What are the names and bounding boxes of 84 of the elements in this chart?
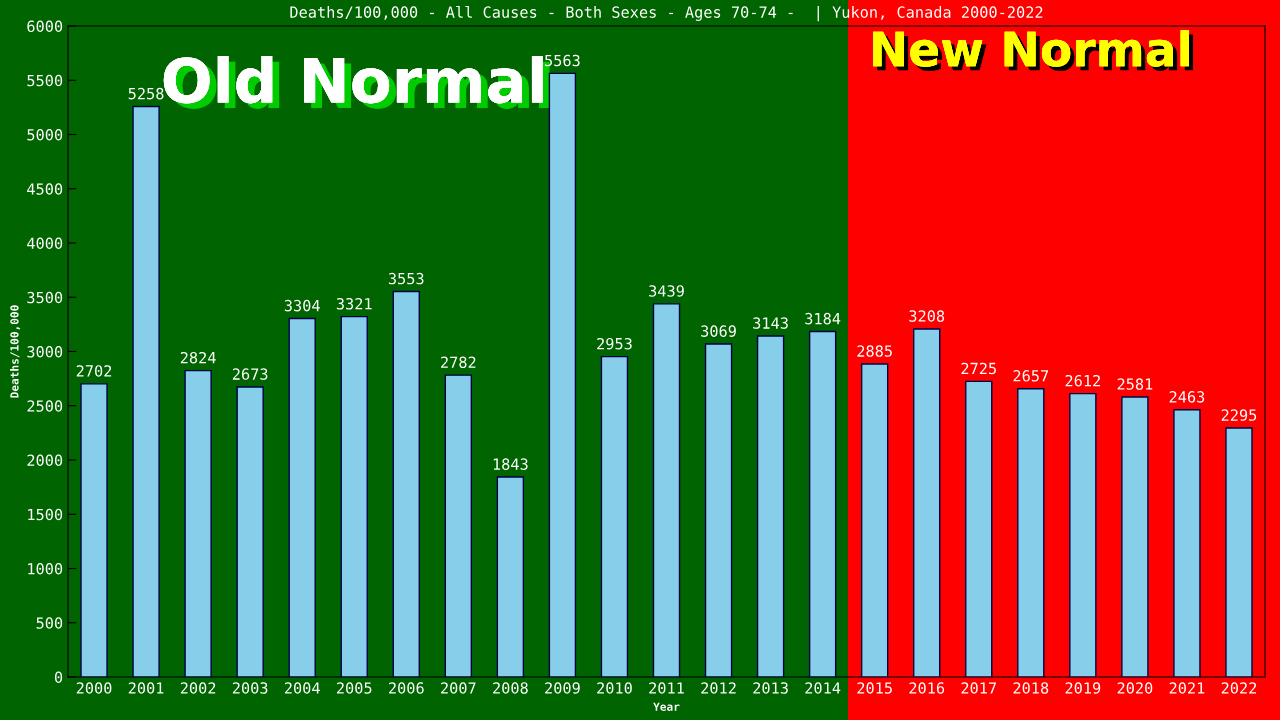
x-tick-label: 2012 xyxy=(701,682,736,694)
bar xyxy=(80,383,108,677)
x-tick-label: 2017 xyxy=(961,682,997,694)
x-tick-label: 2021 xyxy=(1169,682,1205,694)
x-tick-label: 2000 xyxy=(76,682,112,694)
y-tick-label: 3500 xyxy=(27,291,63,304)
y-tick-label: 1500 xyxy=(28,508,63,521)
data-label: 2581 xyxy=(1117,378,1153,390)
data-label: 3321 xyxy=(336,297,372,310)
bar xyxy=(236,386,264,677)
data-label: 2612 xyxy=(1065,374,1100,387)
bar xyxy=(860,363,889,677)
data-label: 3553 xyxy=(388,272,424,285)
data-label: 2702 xyxy=(76,365,112,377)
bar xyxy=(1121,396,1149,677)
y-tick-label: 3000 xyxy=(27,346,63,358)
x-tick-label: 2011 xyxy=(649,682,684,694)
x-tick-label: 2005 xyxy=(336,682,372,694)
x-tick-label: 2022 xyxy=(1221,682,1257,694)
x-tick-label: 2020 xyxy=(1117,682,1153,694)
x-tick-label: 2004 xyxy=(284,682,320,694)
y-tick-label: 0 xyxy=(54,671,63,684)
y-tick-label: 2000 xyxy=(27,454,63,467)
band-label: New Normal xyxy=(873,30,1194,71)
data-label: 1843 xyxy=(493,458,528,470)
bar xyxy=(913,328,941,677)
data-label: 2824 xyxy=(180,351,216,364)
data-label: 3143 xyxy=(753,317,788,329)
bar xyxy=(444,374,473,677)
bar xyxy=(288,317,316,677)
bar xyxy=(704,343,733,677)
data-label: 2885 xyxy=(857,345,892,357)
x-tick-label: 2014 xyxy=(805,682,841,694)
x-tick-label: 2016 xyxy=(909,682,945,694)
bar xyxy=(808,330,837,677)
data-label: 2673 xyxy=(232,368,268,380)
bar xyxy=(548,72,577,677)
data-label: 5258 xyxy=(128,87,164,100)
x-tick-label: 2003 xyxy=(232,682,268,694)
bar xyxy=(392,290,420,677)
bar xyxy=(132,105,160,677)
y-axis-title: Deaths/100,000 xyxy=(10,305,21,398)
bar xyxy=(1069,392,1097,677)
x-tick-label: 2009 xyxy=(545,682,580,694)
bar xyxy=(965,380,993,677)
bar xyxy=(600,355,629,677)
x-tick-label: 2010 xyxy=(597,682,632,694)
data-label: 3208 xyxy=(909,310,945,322)
bar xyxy=(496,476,525,677)
data-label: 2725 xyxy=(961,362,996,375)
bar xyxy=(184,369,212,677)
x-tick-label: 2006 xyxy=(389,682,424,694)
y-tick-label: 5500 xyxy=(27,74,63,87)
bar xyxy=(1173,409,1201,677)
x-tick-label: 2013 xyxy=(753,682,788,694)
x-tick-label: 2007 xyxy=(441,682,476,694)
y-tick-label: 5000 xyxy=(27,129,63,141)
bar xyxy=(1017,388,1045,677)
bar xyxy=(1225,427,1253,677)
x-tick-label: 2018 xyxy=(1013,682,1049,694)
data-label: 3184 xyxy=(805,312,841,325)
data-label: 3439 xyxy=(649,285,684,297)
y-tick-label: 500 xyxy=(36,617,63,629)
data-label: 2953 xyxy=(597,337,632,350)
x-axis-title: Year xyxy=(653,702,680,711)
data-label: 2295 xyxy=(1221,409,1257,421)
bar xyxy=(340,315,368,677)
y-tick-label: 2500 xyxy=(27,400,63,412)
data-label: 3069 xyxy=(701,325,736,337)
bar xyxy=(652,303,681,677)
data-label: 2782 xyxy=(441,356,476,369)
x-tick-label: 2008 xyxy=(493,682,528,694)
x-tick-label: 2019 xyxy=(1065,682,1101,694)
data-label: 2657 xyxy=(1013,370,1049,382)
bar xyxy=(756,335,785,677)
y-tick-label: 6000 xyxy=(27,20,63,33)
y-tick-label: 4500 xyxy=(27,183,63,195)
y-tick-label: 4000 xyxy=(27,237,63,250)
data-label: 2463 xyxy=(1169,391,1205,403)
x-tick-label: 2001 xyxy=(128,682,164,694)
data-label: 3304 xyxy=(284,299,320,312)
y-tick-label: 1000 xyxy=(28,563,63,575)
x-tick-label: 2002 xyxy=(180,682,216,694)
x-tick-label: 2015 xyxy=(857,682,892,694)
